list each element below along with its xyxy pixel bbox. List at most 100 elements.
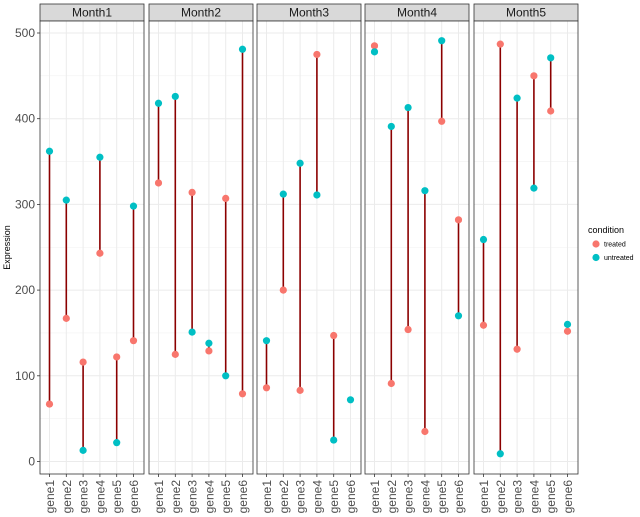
legend-label-untreated: untreated: [604, 255, 634, 262]
facet-panel-month2: Month2 gene1 gene2 gene3 gene4 gene5 gene6: [148, 3, 254, 514]
point-untreated-gene6: [238, 45, 247, 53]
x-tick-label: gene1: [477, 480, 491, 514]
point-treated-gene5: [438, 117, 446, 125]
y-axis-title: Expression: [2, 225, 12, 270]
point-treated-gene1: [262, 384, 271, 392]
facet-strip-label: Month4: [397, 6, 437, 20]
point-treated-gene6: [563, 327, 572, 335]
point-untreated-gene6: [563, 320, 572, 328]
x-tick-label: gene6: [452, 480, 466, 514]
point-treated-gene2: [279, 286, 287, 294]
panel-border: [148, 20, 254, 475]
point-untreated-gene1: [479, 235, 488, 244]
facet-panel-month3: Month3 gene1 gene2 gene3 gene4 gene5 gene6: [256, 3, 362, 514]
point-untreated-gene1: [154, 99, 163, 107]
point-treated-gene5: [113, 353, 121, 361]
point-treated-gene1: [154, 179, 163, 187]
facet-panel-month5: Month5 gene1 gene2 gene3 gene4 gene5 gene6: [473, 3, 579, 514]
point-untreated-gene2: [387, 122, 395, 131]
y-tick-label: 0: [28, 455, 35, 469]
point-untreated-gene3: [513, 94, 521, 102]
point-treated-gene5: [330, 331, 338, 340]
panel-border: [364, 20, 470, 475]
y-tick-label: 400: [15, 112, 35, 126]
point-treated-gene1: [45, 400, 54, 408]
point-untreated-gene6: [454, 312, 463, 320]
facet-panel-month1: Month1 gene1 gene2 gene3 gene4 gene5 gene6: [39, 3, 145, 514]
point-untreated-gene5: [113, 439, 121, 447]
point-untreated-gene3: [404, 103, 412, 112]
x-tick-label: gene6: [236, 480, 250, 514]
point-untreated-gene5: [438, 37, 446, 45]
x-tick-label: gene4: [418, 480, 432, 514]
y-tick-label: 300: [15, 197, 35, 211]
point-treated-gene4: [530, 72, 538, 80]
x-tick-label: gene3: [402, 480, 416, 514]
point-untreated-gene3: [188, 328, 196, 336]
x-tick-label: gene2: [169, 480, 183, 514]
facet-strip-label: Month5: [506, 6, 546, 20]
point-untreated-gene5: [222, 372, 230, 380]
point-treated-gene6: [129, 337, 138, 345]
point-untreated-gene4: [205, 339, 213, 347]
x-tick-label: gene2: [385, 480, 399, 514]
point-treated-gene5: [222, 194, 230, 203]
point-untreated-gene3: [296, 159, 304, 167]
point-treated-gene3: [296, 386, 304, 394]
x-tick-label: gene3: [77, 480, 91, 514]
panel-border: [39, 20, 145, 475]
legend-key-untreated: [592, 253, 600, 262]
point-treated-gene6: [454, 216, 463, 224]
panel-border: [473, 20, 579, 475]
x-tick-label: gene3: [186, 480, 200, 514]
x-tick-label: gene5: [110, 480, 124, 514]
point-treated-gene2: [62, 314, 70, 322]
point-treated-gene6: [238, 390, 247, 398]
point-treated-gene4: [421, 427, 429, 436]
point-untreated-gene6: [129, 202, 138, 210]
y-axis: 0 100 200 300 400 500: [15, 26, 40, 469]
point-treated-gene3: [513, 345, 521, 353]
point-treated-gene4: [313, 50, 321, 59]
point-untreated-gene6: [346, 396, 355, 404]
x-tick-label: gene3: [294, 480, 308, 514]
point-untreated-gene4: [96, 153, 104, 161]
x-tick-label: gene5: [435, 480, 449, 514]
panel-border: [256, 20, 362, 475]
point-treated-gene1: [479, 321, 488, 329]
facet-strip-label: Month1: [72, 6, 112, 20]
x-tick-label: gene1: [152, 480, 166, 514]
point-untreated-gene2: [496, 450, 504, 458]
x-tick-label: gene4: [93, 480, 107, 514]
point-treated-gene2: [171, 350, 179, 358]
point-untreated-gene1: [262, 337, 271, 345]
point-untreated-gene2: [279, 190, 287, 198]
facet-strip-label: Month2: [181, 6, 221, 20]
point-treated-gene4: [96, 249, 104, 257]
x-tick-label: gene1: [43, 480, 57, 514]
point-treated-gene5: [547, 107, 555, 115]
point-treated-gene3: [79, 358, 87, 366]
x-tick-label: gene6: [344, 480, 358, 514]
facet-strip-label: Month3: [289, 6, 329, 20]
y-tick-label: 200: [15, 283, 35, 297]
x-tick-label: gene4: [310, 480, 324, 514]
point-untreated-gene3: [79, 446, 87, 454]
point-untreated-gene4: [313, 191, 321, 199]
point-untreated-gene5: [547, 54, 555, 62]
point-untreated-gene5: [330, 436, 338, 444]
y-tick-label: 100: [15, 369, 35, 383]
legend-label-treated: treated: [604, 242, 626, 249]
x-tick-label: gene5: [327, 480, 341, 514]
x-tick-label: gene2: [494, 480, 508, 514]
point-treated-gene1: [370, 42, 379, 50]
legend-key-treated: [592, 240, 600, 248]
x-tick-label: gene2: [60, 480, 74, 514]
point-untreated-gene2: [171, 92, 179, 101]
point-untreated-gene4: [421, 187, 429, 195]
legend: condition treated untreated: [588, 225, 634, 262]
x-tick-label: gene5: [219, 480, 233, 514]
x-tick-label: gene2: [277, 480, 291, 514]
